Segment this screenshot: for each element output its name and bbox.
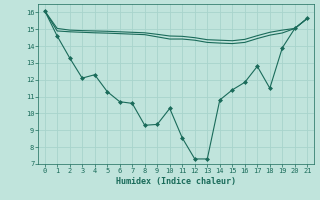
X-axis label: Humidex (Indice chaleur): Humidex (Indice chaleur)	[116, 177, 236, 186]
